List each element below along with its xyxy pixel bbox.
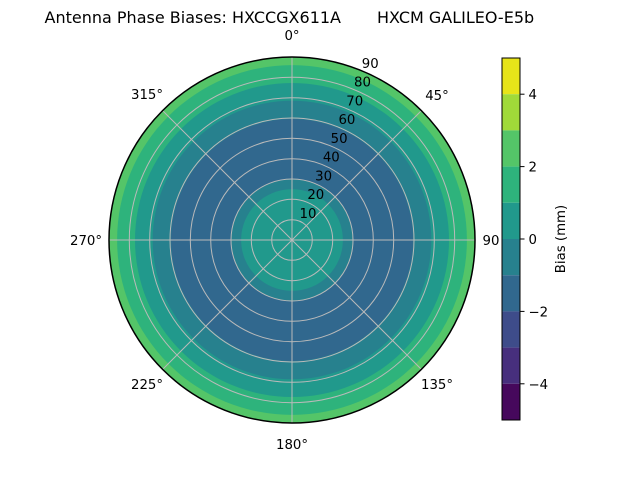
- colorbar-segment-0-1: [502, 202, 520, 239]
- colorbar-tick-label-neg4: −4: [529, 378, 549, 393]
- colorbar-segments: [502, 58, 520, 420]
- zenith-tick-label-90: 90: [362, 57, 379, 72]
- azimuth-spoke-135-315: [162, 110, 422, 370]
- polar-outer-edge: [108, 56, 476, 424]
- zenith-tick-label-60: 60: [338, 113, 355, 128]
- colorbar-segment-4-5: [502, 58, 520, 95]
- zenith-tick-label-10: 10: [300, 207, 317, 222]
- polar-grid: [109, 57, 475, 423]
- zenith-tick-label-20: 20: [307, 188, 324, 203]
- azimuth-tick-label-315: 315°: [131, 88, 163, 103]
- zenith-tick-label-40: 40: [323, 151, 340, 166]
- colorbar-ticks: [520, 93, 525, 385]
- zenith-tick-label-80: 80: [354, 76, 371, 91]
- azimuth-tick-label-180: 180°: [276, 438, 308, 453]
- azimuth-tick-label-135: 135°: [421, 378, 453, 393]
- zenith-tick-label-30: 30: [315, 170, 332, 185]
- colorbar-tick-label-neg2: −2: [529, 305, 549, 320]
- colorbar-segment-neg1-0: [502, 239, 520, 276]
- zenith-tick-label-50: 50: [331, 132, 348, 147]
- zenith-tick-labels: 10 20 30 40 50 60 70 80 90: [300, 57, 379, 222]
- azimuth-tick-labels: 0° 45° 90 135° 180° 225° 270° 315°: [70, 29, 499, 453]
- colorbar-segment-neg2-neg1: [502, 275, 520, 312]
- colorbar-segment-1-2: [502, 166, 520, 203]
- colorbar-segment-3-4: [502, 94, 520, 131]
- colorbar-tick-label-4: 4: [529, 88, 537, 103]
- colorbar-axis-label: Bias (mm): [554, 205, 569, 273]
- colorbar-tick-label-0: 0: [529, 233, 537, 248]
- colorbar-segment-neg3-neg2: [502, 311, 520, 348]
- zenith-tick-label-70: 70: [346, 94, 363, 109]
- azimuth-tick-label-225: 225°: [131, 378, 163, 393]
- colorbar-tick-label-2: 2: [529, 161, 537, 176]
- azimuth-tick-label-90: 90: [483, 234, 500, 249]
- colorbar-segment-neg5-neg4: [502, 383, 520, 420]
- colorbar-segment-2-3: [502, 130, 520, 167]
- colorbar-tick-labels: 4 2 0 −2 −4: [529, 88, 549, 393]
- azimuth-tick-label-270: 270°: [70, 234, 102, 249]
- plot-title-antenna: Antenna Phase Biases: HXCCGX611A: [45, 8, 342, 27]
- plot-title-station-signal: HXCM GALILEO-E5b: [377, 8, 534, 27]
- plot-title: Antenna Phase Biases: HXCCGX611A HXCM GA…: [45, 8, 535, 27]
- azimuth-tick-label-0: 0°: [284, 29, 299, 44]
- colorbar-segment-neg4-neg3: [502, 347, 520, 384]
- azimuth-tick-label-45: 45°: [425, 89, 449, 104]
- colorbar: 4 2 0 −2 −4 Bias (mm): [501, 57, 569, 421]
